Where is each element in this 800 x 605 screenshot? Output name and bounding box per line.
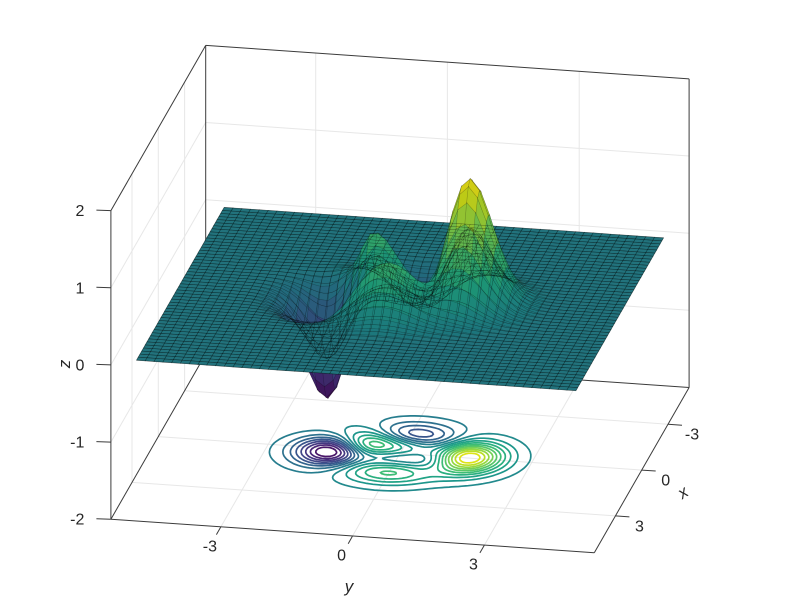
svg-text:0: 0 [337,547,346,564]
svg-text:3: 3 [635,518,644,535]
svg-text:z: z [55,359,74,369]
svg-text:-3: -3 [685,427,699,444]
svg-text:0: 0 [661,473,670,490]
svg-text:1: 1 [75,280,84,297]
svg-text:2: 2 [75,203,84,220]
svg-text:y: y [344,577,355,596]
svg-text:3: 3 [469,557,478,574]
svg-text:-3: -3 [203,538,217,555]
svg-text:0: 0 [75,357,84,374]
svg-text:-2: -2 [70,512,84,529]
svg-text:-1: -1 [70,435,84,452]
